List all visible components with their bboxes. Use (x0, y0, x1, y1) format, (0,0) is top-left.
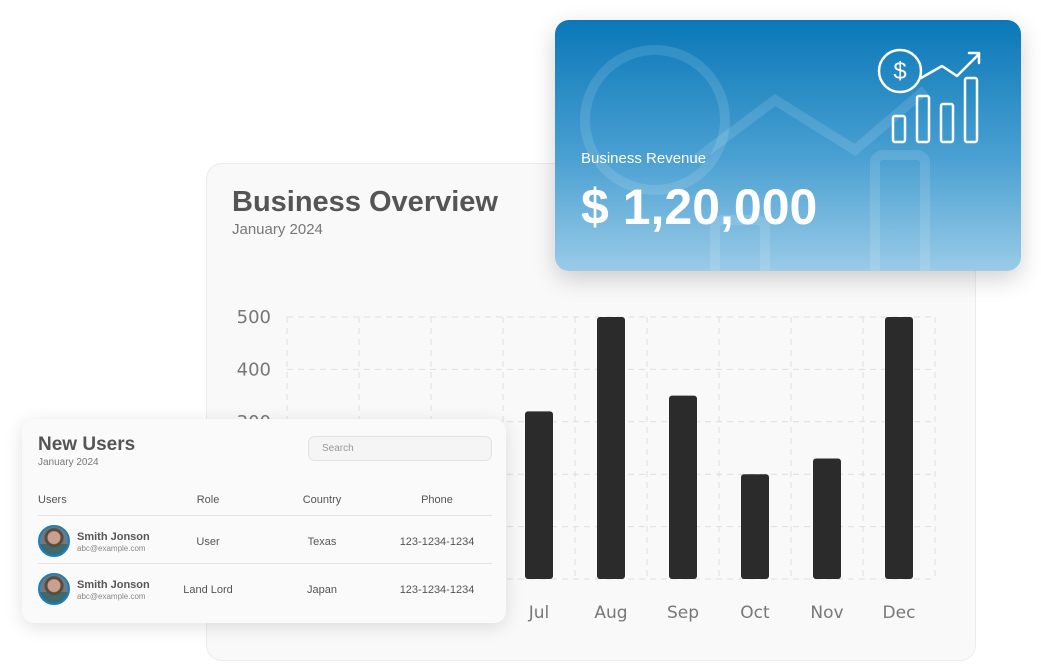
revenue-background-icon (580, 45, 930, 271)
svg-text:$: $ (893, 58, 906, 85)
table-row[interactable]: Smith Jonson abc@example.com Land Lord J… (38, 563, 492, 611)
bar-aug (597, 317, 625, 579)
column-header-country[interactable]: Country (302, 494, 342, 506)
table-row[interactable]: Smith Jonson abc@example.com User Texas … (38, 515, 492, 563)
column-header-phone[interactable]: Phone (421, 494, 453, 506)
x-tick-label: Nov (810, 603, 843, 623)
y-tick-label: 400 (237, 359, 271, 380)
x-tick-label: Dec (883, 603, 916, 623)
bar-oct (741, 474, 769, 579)
user-phone: 123-1234-1234 (399, 536, 475, 548)
bar-sep (669, 395, 697, 579)
user-name: Smith Jonson (77, 531, 150, 543)
bar-nov (813, 458, 841, 579)
avatar (38, 525, 70, 557)
bar-jul (525, 411, 553, 579)
overview-subtitle: January 2024 (232, 221, 323, 238)
users-title: New Users (38, 434, 136, 455)
avatar (38, 573, 70, 605)
user-email: abc@example.com (77, 592, 146, 601)
user-phone: 123-1234-1234 (399, 584, 475, 596)
x-tick-label: Jul (528, 603, 550, 623)
column-header-role[interactable]: Role (196, 494, 220, 506)
search-input[interactable] (308, 436, 492, 461)
x-tick-label: Aug (594, 603, 627, 623)
new-users-card: New Users January 2024 Users Role Countr… (22, 419, 506, 623)
revenue-growth-chart-icon: $ (877, 48, 981, 144)
users-subtitle: January 2024 (38, 457, 99, 468)
column-header-users[interactable]: Users (38, 494, 67, 506)
x-tick-label: Sep (667, 603, 699, 623)
revenue-value: $ 1,20,000 (581, 179, 818, 235)
user-country: Japan (307, 584, 337, 596)
user-email: abc@example.com (77, 544, 146, 553)
user-role: User (196, 536, 220, 548)
overview-title: Business Overview (232, 186, 498, 218)
user-country: Texas (307, 536, 337, 548)
revenue-label: Business Revenue (581, 150, 707, 167)
user-name: Smith Jonson (77, 579, 150, 591)
y-tick-label: 500 (237, 307, 271, 328)
bar-dec (885, 317, 913, 579)
x-tick-label: Oct (740, 603, 770, 623)
user-role: Land Lord (183, 584, 233, 596)
business-revenue-card: Business Revenue $ 1,20,000 $ (555, 20, 1021, 271)
